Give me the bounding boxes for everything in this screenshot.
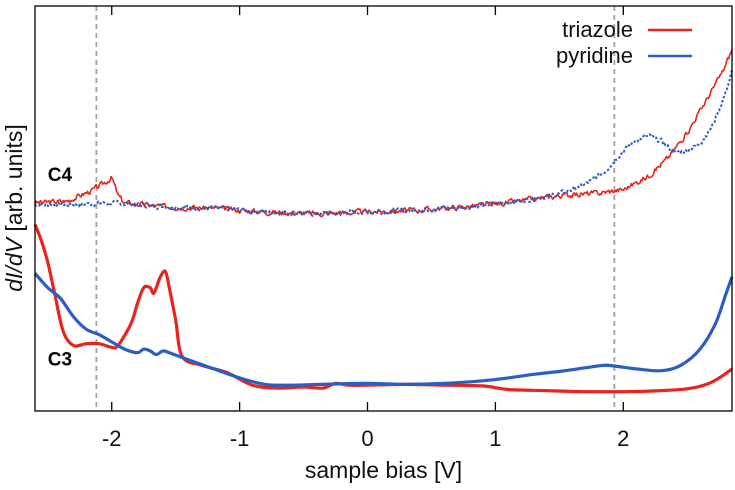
y-axis-title: dI/dV [arb. units] <box>1 124 27 292</box>
data-series <box>33 49 734 394</box>
x-tick-label-2: 0 <box>361 426 373 451</box>
y-axis-title-units: [arb. units] <box>1 124 27 238</box>
x-tick-label-1: -1 <box>230 426 250 451</box>
x-tick-label-3: 1 <box>489 426 501 451</box>
curve-label-c4: C4 <box>48 165 73 186</box>
x-axis-title: sample bias [V] <box>305 457 462 483</box>
legend-label-pyridine: pyridine <box>556 43 633 68</box>
x-tick-label-4: 2 <box>617 426 629 451</box>
x-axis-tick-labels: -2 -1 0 1 2 <box>102 426 629 451</box>
curve-label-c3: C3 <box>48 349 72 370</box>
x-tick-label-0: -2 <box>102 426 122 451</box>
y-axis-title-italic: dI/dV <box>1 235 27 291</box>
c3-pyridine-curve <box>33 272 734 387</box>
x-axis-ticks <box>111 6 624 411</box>
legend-label-triazole: triazole <box>562 17 633 42</box>
plot-frame <box>34 5 733 412</box>
curve-labels: C4 C3 <box>48 165 73 370</box>
c4-pyridine-curve <box>34 69 733 217</box>
